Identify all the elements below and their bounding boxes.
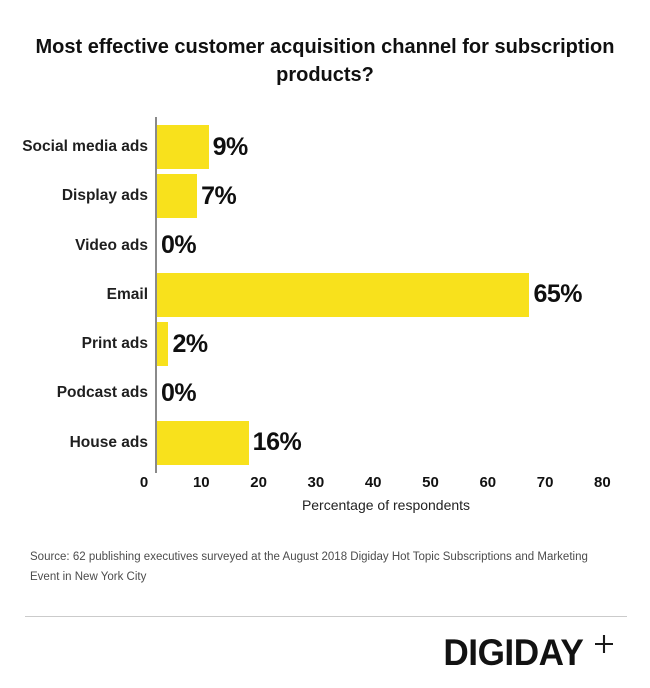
- x-tick-label: 10: [192, 474, 210, 491]
- y-axis-line: [155, 117, 157, 473]
- bar-value-label: 65%: [533, 280, 582, 309]
- digiday-logo: DIGIDAY: [443, 632, 583, 673]
- x-tick-label: 40: [364, 474, 382, 491]
- plus-icon: [595, 635, 613, 653]
- x-tick-label: 60: [479, 474, 497, 491]
- bar-value-label: 16%: [252, 428, 302, 456]
- category-label: Social media ads: [22, 138, 148, 155]
- bar: [157, 174, 198, 219]
- bar: [157, 125, 209, 169]
- bar-value-label: 0%: [161, 231, 197, 259]
- x-tick-label: 20: [250, 474, 267, 491]
- bar: [157, 272, 530, 317]
- bar-value-label: 0%: [161, 378, 197, 407]
- category-label: Podcast ads: [56, 384, 148, 402]
- bar: [157, 322, 169, 366]
- bar: [157, 420, 249, 465]
- bar-value-label: 2%: [172, 329, 208, 358]
- x-tick-label: 80: [594, 474, 611, 491]
- x-tick-label: 50: [422, 474, 439, 491]
- chart-title-line2: products?: [276, 64, 374, 86]
- category-label: House ads: [69, 433, 148, 451]
- x-tick-label: 0: [139, 474, 149, 491]
- chart-title: Most effective customer acquisition chan…: [0, 33, 650, 89]
- x-axis-label: Percentage of respondents: [301, 497, 471, 513]
- bar-value-label: 7%: [201, 181, 237, 210]
- category-label: Video ads: [75, 236, 148, 254]
- bar-value-label: 9%: [212, 132, 249, 161]
- x-tick-label: 70: [536, 474, 554, 491]
- footer-divider: [25, 616, 627, 617]
- category-label: Print ads: [81, 335, 148, 352]
- category-label: Email: [106, 285, 148, 303]
- category-label: Display ads: [61, 187, 148, 205]
- source-note: Source: 62 publishing executives surveye…: [30, 551, 588, 583]
- chart-title-line1: Most effective customer acquisition chan…: [35, 36, 615, 58]
- x-tick-label: 30: [307, 474, 325, 491]
